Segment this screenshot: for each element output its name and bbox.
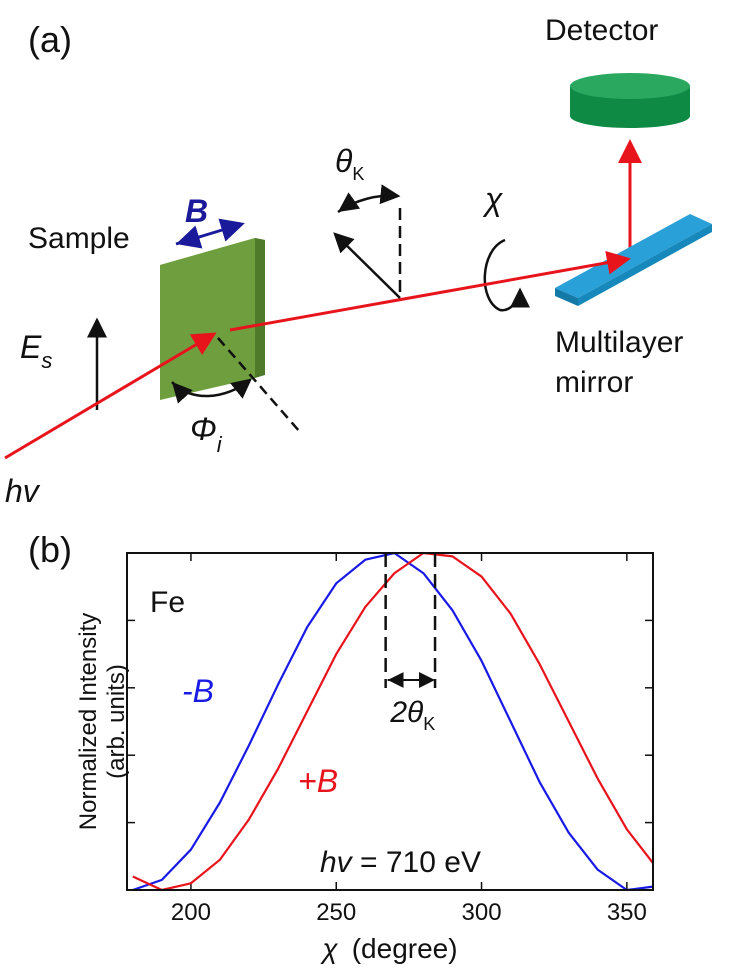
sample-label: Sample	[28, 222, 130, 255]
shift-label: 2θK	[389, 696, 435, 734]
rotated-polarization	[333, 232, 401, 299]
kerr-label: θK	[335, 143, 364, 184]
subscript: K	[423, 714, 435, 734]
symbol: χ	[319, 933, 338, 964]
subscript: s	[41, 348, 52, 373]
energy: = 710 eV	[352, 846, 481, 879]
polarization-label: Es	[20, 329, 52, 373]
y-axis-label: Normalized Intensity	[75, 613, 102, 830]
data-line	[132, 551, 654, 892]
kerr-arrow	[337, 184, 401, 214]
x-tick-label: 250	[316, 899, 356, 926]
x-tick-label: 200	[171, 899, 211, 926]
detector	[570, 73, 690, 128]
normal-line	[217, 337, 301, 433]
sample-label: Fe	[150, 586, 185, 619]
y-axis-label: (arb. units)	[103, 664, 130, 779]
mirror-label: mirror	[555, 366, 633, 399]
photon-label: hv	[5, 473, 41, 509]
subscript: i	[217, 432, 223, 457]
panel-label: (a)	[28, 19, 72, 60]
symbol: θ	[335, 143, 353, 179]
field-label: B	[185, 193, 208, 229]
x-tick-label: 350	[607, 899, 647, 926]
subscript: K	[352, 164, 364, 184]
legend-label: +B	[298, 763, 338, 799]
symbol: 2θ	[389, 696, 424, 729]
mirror-label: Multilayer	[555, 326, 683, 359]
unit: (degree)	[352, 933, 458, 964]
setup-diagram: (a) Detector Multilayer mirror χ Sample …	[4, 14, 712, 509]
multilayer-mirror	[555, 214, 712, 306]
angle-arrow	[171, 378, 252, 404]
beam	[229, 250, 631, 332]
symbol: E	[20, 329, 42, 365]
detector-label: Detector	[545, 14, 658, 47]
plot-frame	[126, 552, 654, 891]
field-arrow	[175, 218, 245, 249]
chi-label: χ	[482, 181, 503, 217]
legend-label: -B	[182, 673, 214, 709]
panel-label: (b)	[28, 529, 72, 570]
incident-beam	[4, 332, 217, 460]
incidence-label: Φi	[190, 411, 223, 457]
symbol: Φ	[190, 411, 217, 447]
energy-label: hv = 710 eV	[320, 846, 481, 879]
chart: (b) 200 250 300 350 2θK Fe -B +B hv = 710 eV χ (de…	[28, 529, 654, 964]
rotation-arrow	[483, 238, 530, 312]
photon: hv	[320, 846, 354, 879]
x-tick-label: 300	[462, 899, 502, 926]
x-axis-label: χ (degree)	[319, 933, 457, 964]
